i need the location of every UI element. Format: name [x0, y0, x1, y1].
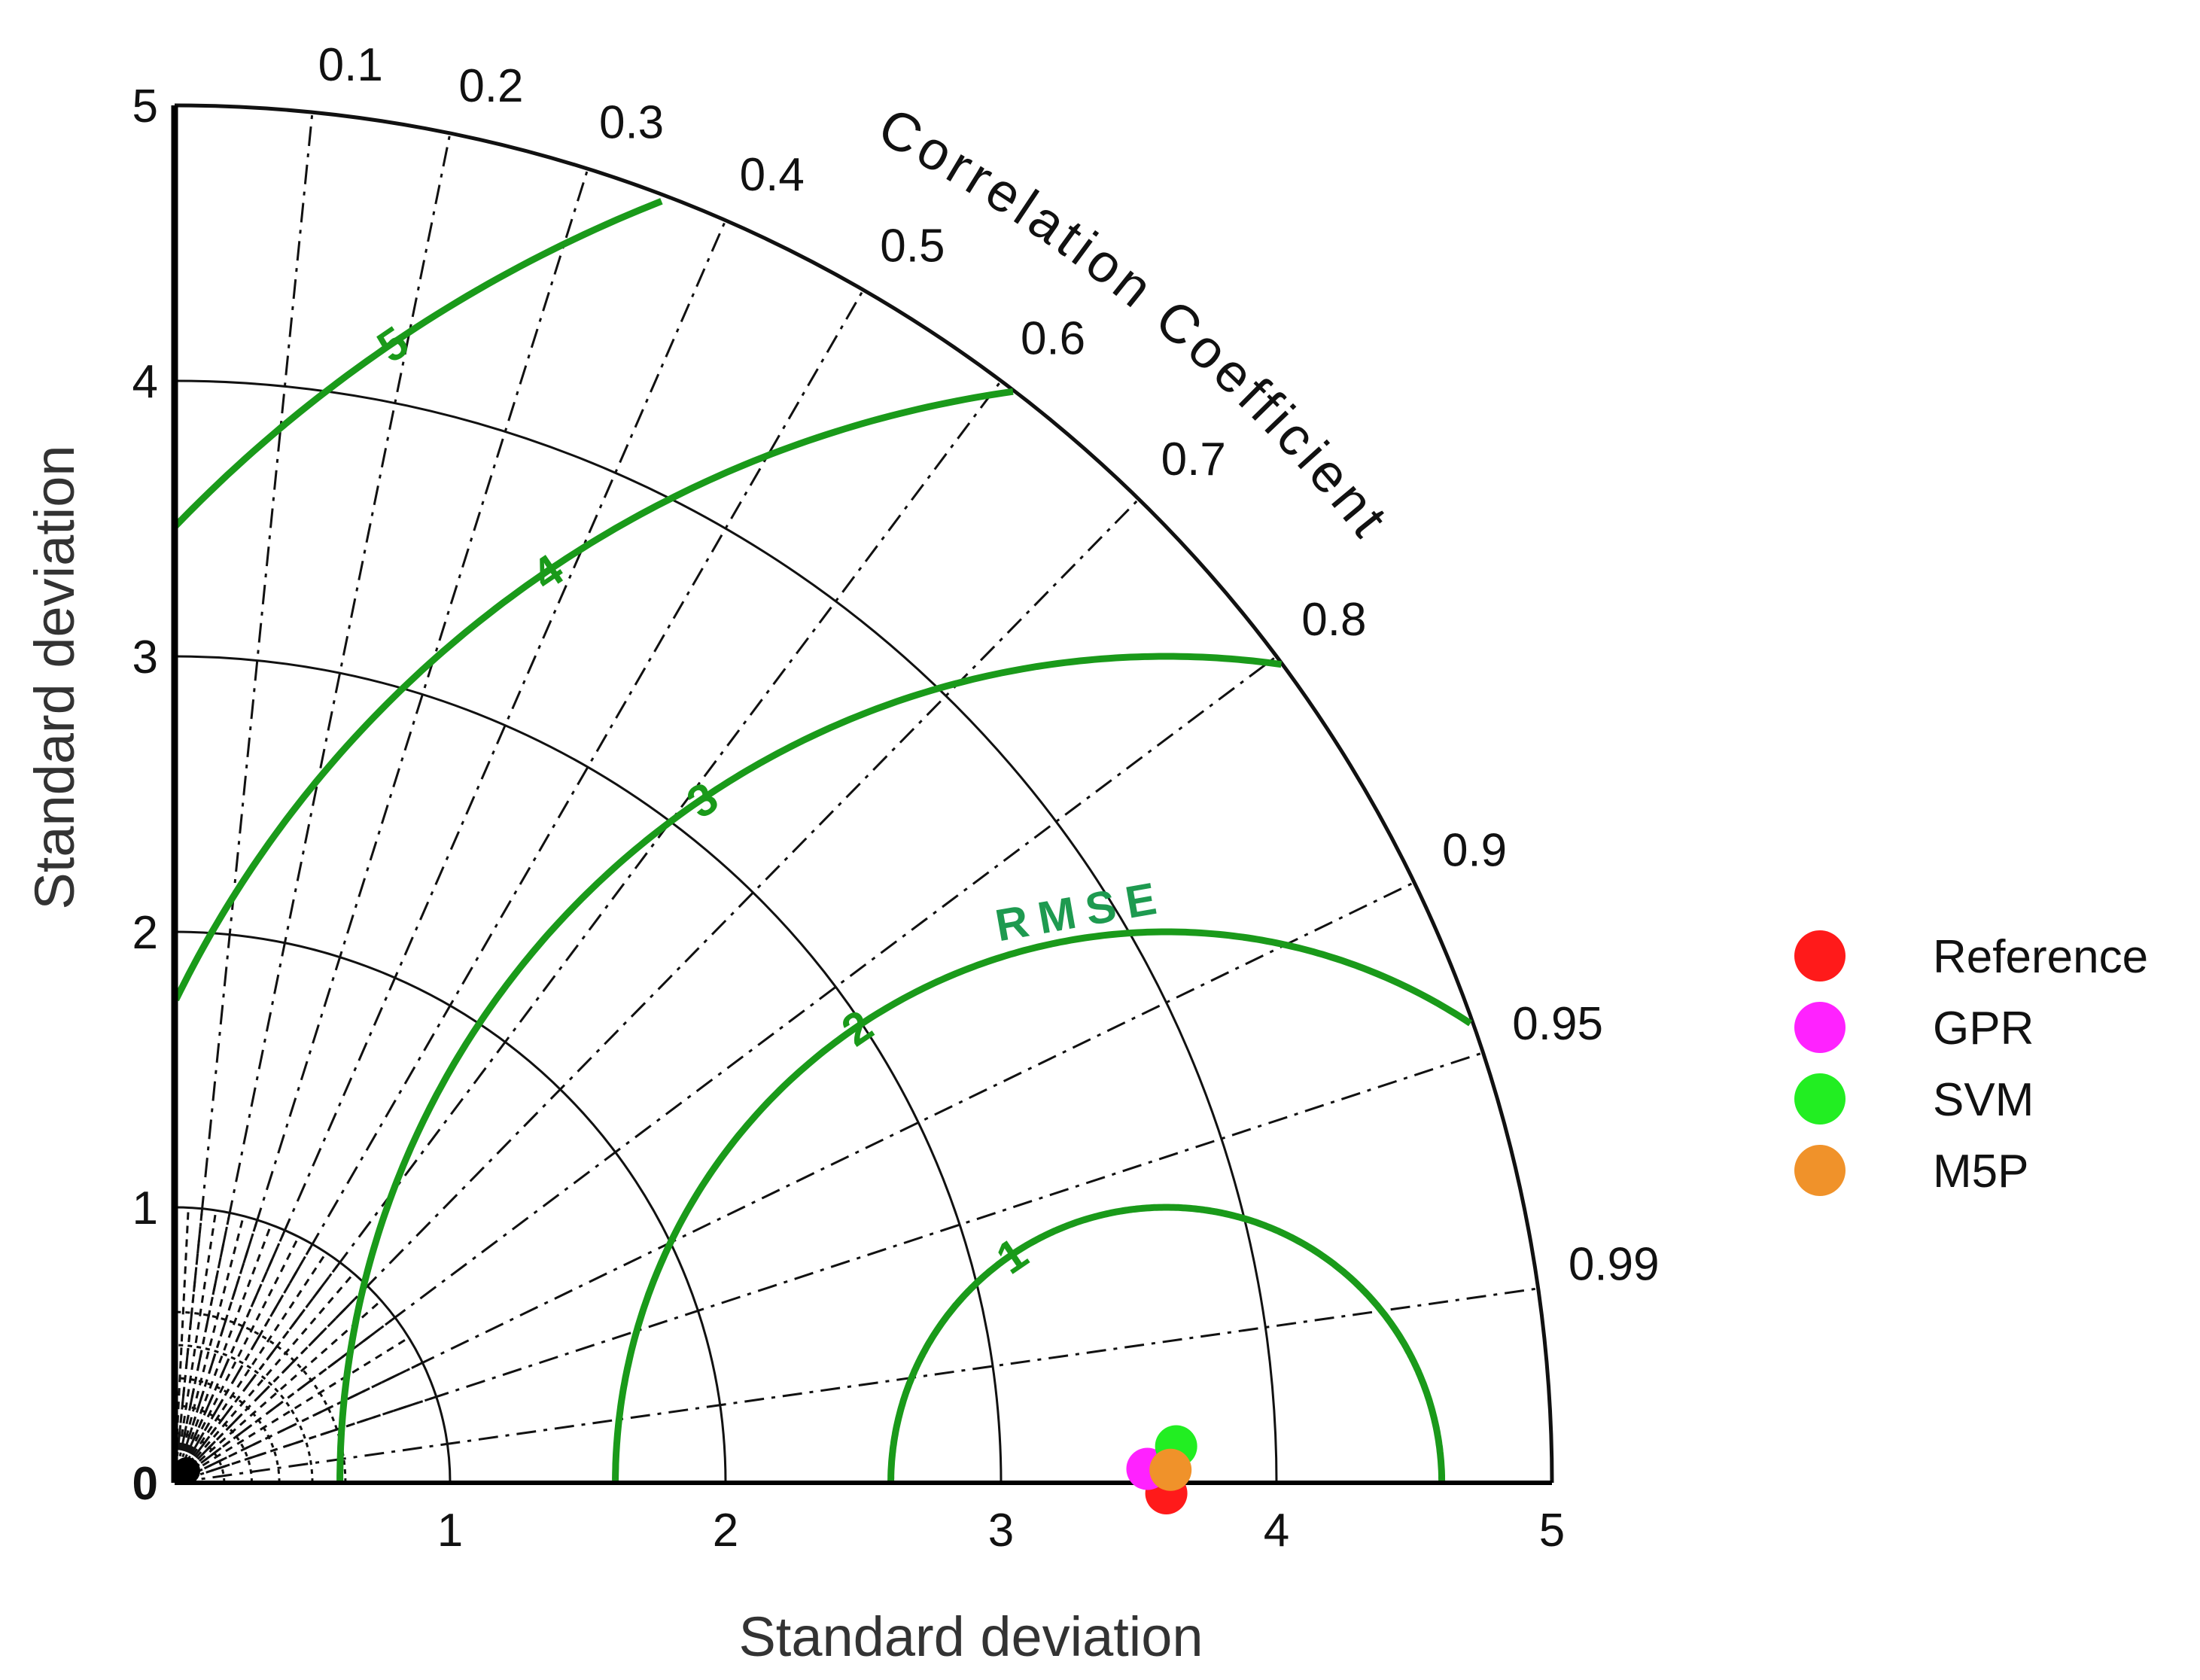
correlation-line	[174, 1287, 1538, 1484]
correlation-minor-line	[175, 1207, 190, 1450]
legend-swatch-svm	[1794, 1073, 1846, 1125]
y-tick-label: 5	[132, 81, 158, 132]
correlation-minor-line	[191, 1252, 327, 1456]
y-tick-label: 1	[132, 1182, 158, 1234]
correlation-tick-label: 0.8	[1301, 594, 1366, 646]
correlation-line	[173, 112, 314, 1484]
legend-label: M5P	[1933, 1146, 2028, 1198]
x-axis-label: Standard deviation	[738, 1605, 1203, 1668]
inner-detail-arc	[174, 1344, 314, 1484]
outer-std-arc	[174, 103, 1554, 1484]
correlation-minor-line	[202, 1336, 409, 1467]
y-tick-label: 2	[132, 907, 158, 959]
tick-label-layer: 0.1 0.2 0.3 0.4 0.5 0.6 0.7 0.8 0.9 0.95 0.99 Corre…	[132, 39, 1660, 1557]
correlation-tick-label: 0.5	[880, 220, 945, 272]
correlation-tick-label: 0.9	[1442, 824, 1507, 876]
correlation-tick-label: 0.99	[1569, 1239, 1660, 1291]
std-arc-4	[174, 379, 1278, 1484]
x-tick-label: 3	[988, 1505, 1014, 1557]
legend-label: SVM	[1933, 1074, 2034, 1126]
legend: Reference GPR SVM M5P	[1794, 930, 2148, 1198]
legend-swatch-gpr	[1794, 1002, 1846, 1053]
rmse-contour-2	[612, 928, 1473, 1483]
rmse-contour-5	[172, 198, 663, 528]
legend-swatch-m5p	[1794, 1145, 1846, 1196]
origin-marker	[173, 1457, 200, 1484]
correlation-line	[173, 220, 727, 1484]
legend-swatch-reference	[1794, 930, 1846, 982]
x-tick-label: 4	[1264, 1505, 1289, 1557]
rmse-contour-3	[336, 653, 1283, 1483]
data-point-layer	[1126, 1425, 1197, 1514]
point-m5p	[1149, 1448, 1192, 1491]
correlation-tick-label: 0.7	[1161, 434, 1226, 485]
legend-label: Reference	[1933, 931, 2148, 983]
correlation-axis-title: Correlation Coefficient	[869, 96, 1401, 551]
std-arc-3	[174, 655, 1003, 1484]
rmse-contour-4	[172, 388, 1014, 1002]
y-tick-label: 0	[132, 1458, 158, 1510]
x-tick-label: 5	[1539, 1505, 1565, 1557]
y-tick-label: 3	[132, 632, 158, 683]
correlation-tick-label: 0.2	[458, 60, 523, 112]
x-tick-label: 1	[437, 1505, 463, 1557]
rmse-contour-label: 1	[987, 1228, 1036, 1283]
legend-label: GPR	[1933, 1003, 2034, 1055]
correlation-tick-label: 0.6	[1021, 313, 1085, 365]
correlation-tick-label: 0.4	[740, 149, 805, 201]
axes-layer	[171, 105, 1552, 1485]
rmse-contour-label: 2	[832, 1000, 881, 1056]
correlation-tick-label: 0.3	[599, 96, 664, 148]
y-tick-label: 4	[132, 356, 158, 408]
rmse-contour-1	[887, 1204, 1446, 1483]
std-arc-2	[174, 930, 727, 1484]
y-axis-label: Standard deviation	[23, 445, 86, 909]
x-tick-label: 2	[713, 1505, 738, 1557]
correlation-tick-label: 0.95	[1512, 998, 1603, 1050]
rmse-contour-label: 4	[523, 544, 573, 601]
correlation-line	[174, 881, 1415, 1484]
correlation-tick-label: 0.1	[318, 39, 383, 91]
std-arc-1	[174, 1206, 452, 1484]
